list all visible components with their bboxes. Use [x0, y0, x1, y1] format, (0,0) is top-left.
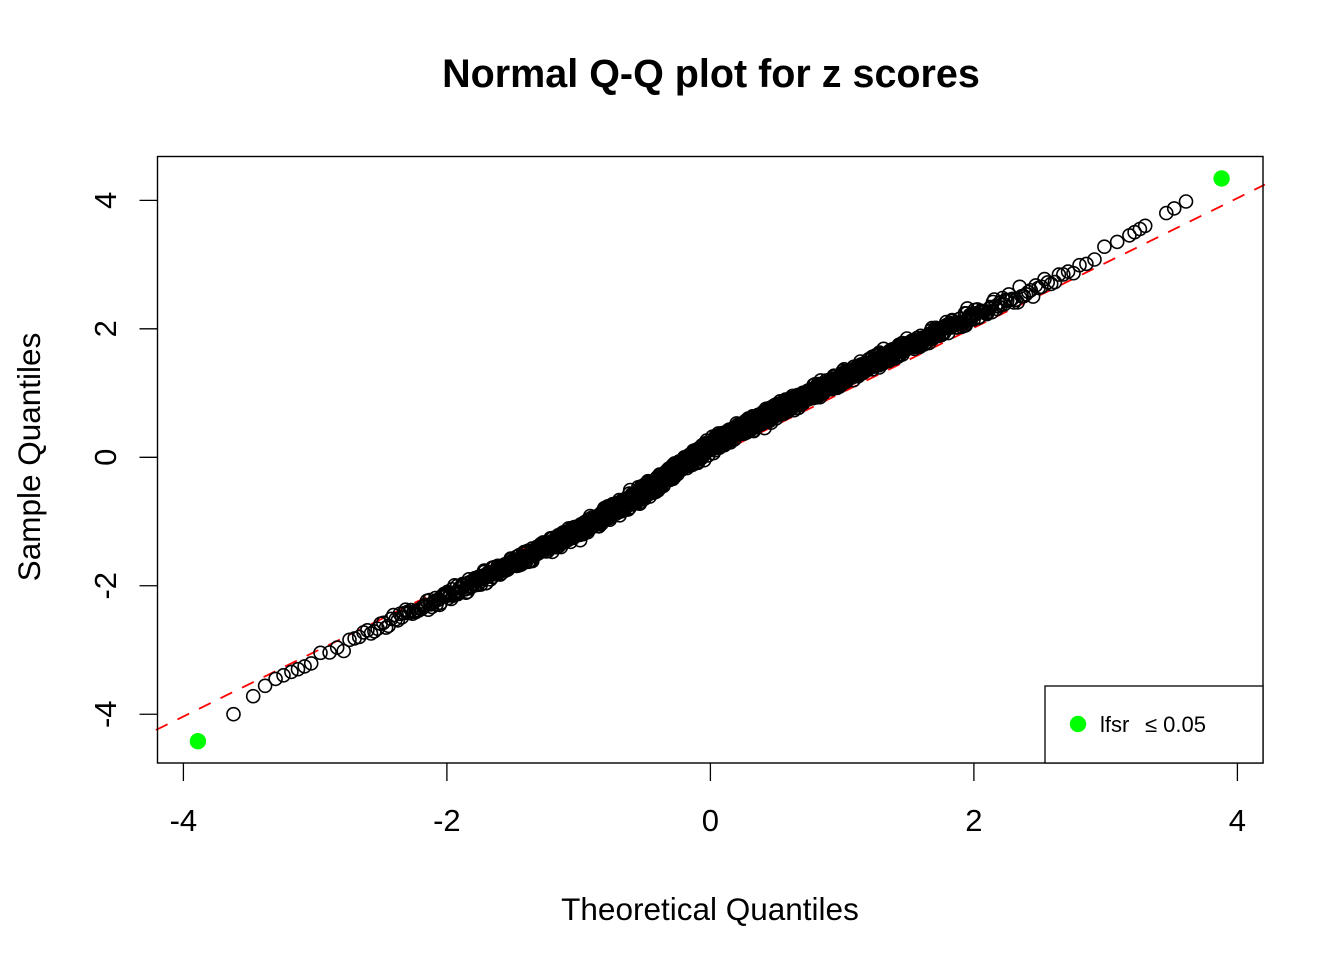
svg-text:2: 2 [88, 320, 123, 337]
svg-text:0: 0 [88, 449, 123, 466]
svg-text:≤ 0.05: ≤ 0.05 [1145, 712, 1206, 737]
svg-text:4: 4 [88, 192, 123, 209]
svg-text:2: 2 [965, 803, 982, 838]
svg-text:0: 0 [702, 803, 719, 838]
svg-text:Theoretical Quantiles: Theoretical Quantiles [561, 891, 859, 927]
svg-text:-4: -4 [88, 700, 123, 728]
svg-text:Sample Quantiles: Sample Quantiles [11, 333, 47, 582]
svg-text:4: 4 [1229, 803, 1246, 838]
svg-text:lfsr: lfsr [1100, 712, 1129, 737]
svg-text:-4: -4 [170, 803, 198, 838]
svg-text:-2: -2 [88, 572, 123, 600]
svg-text:Normal Q-Q plot for z scores: Normal Q-Q plot for z scores [442, 52, 980, 96]
svg-text:-2: -2 [433, 803, 461, 838]
